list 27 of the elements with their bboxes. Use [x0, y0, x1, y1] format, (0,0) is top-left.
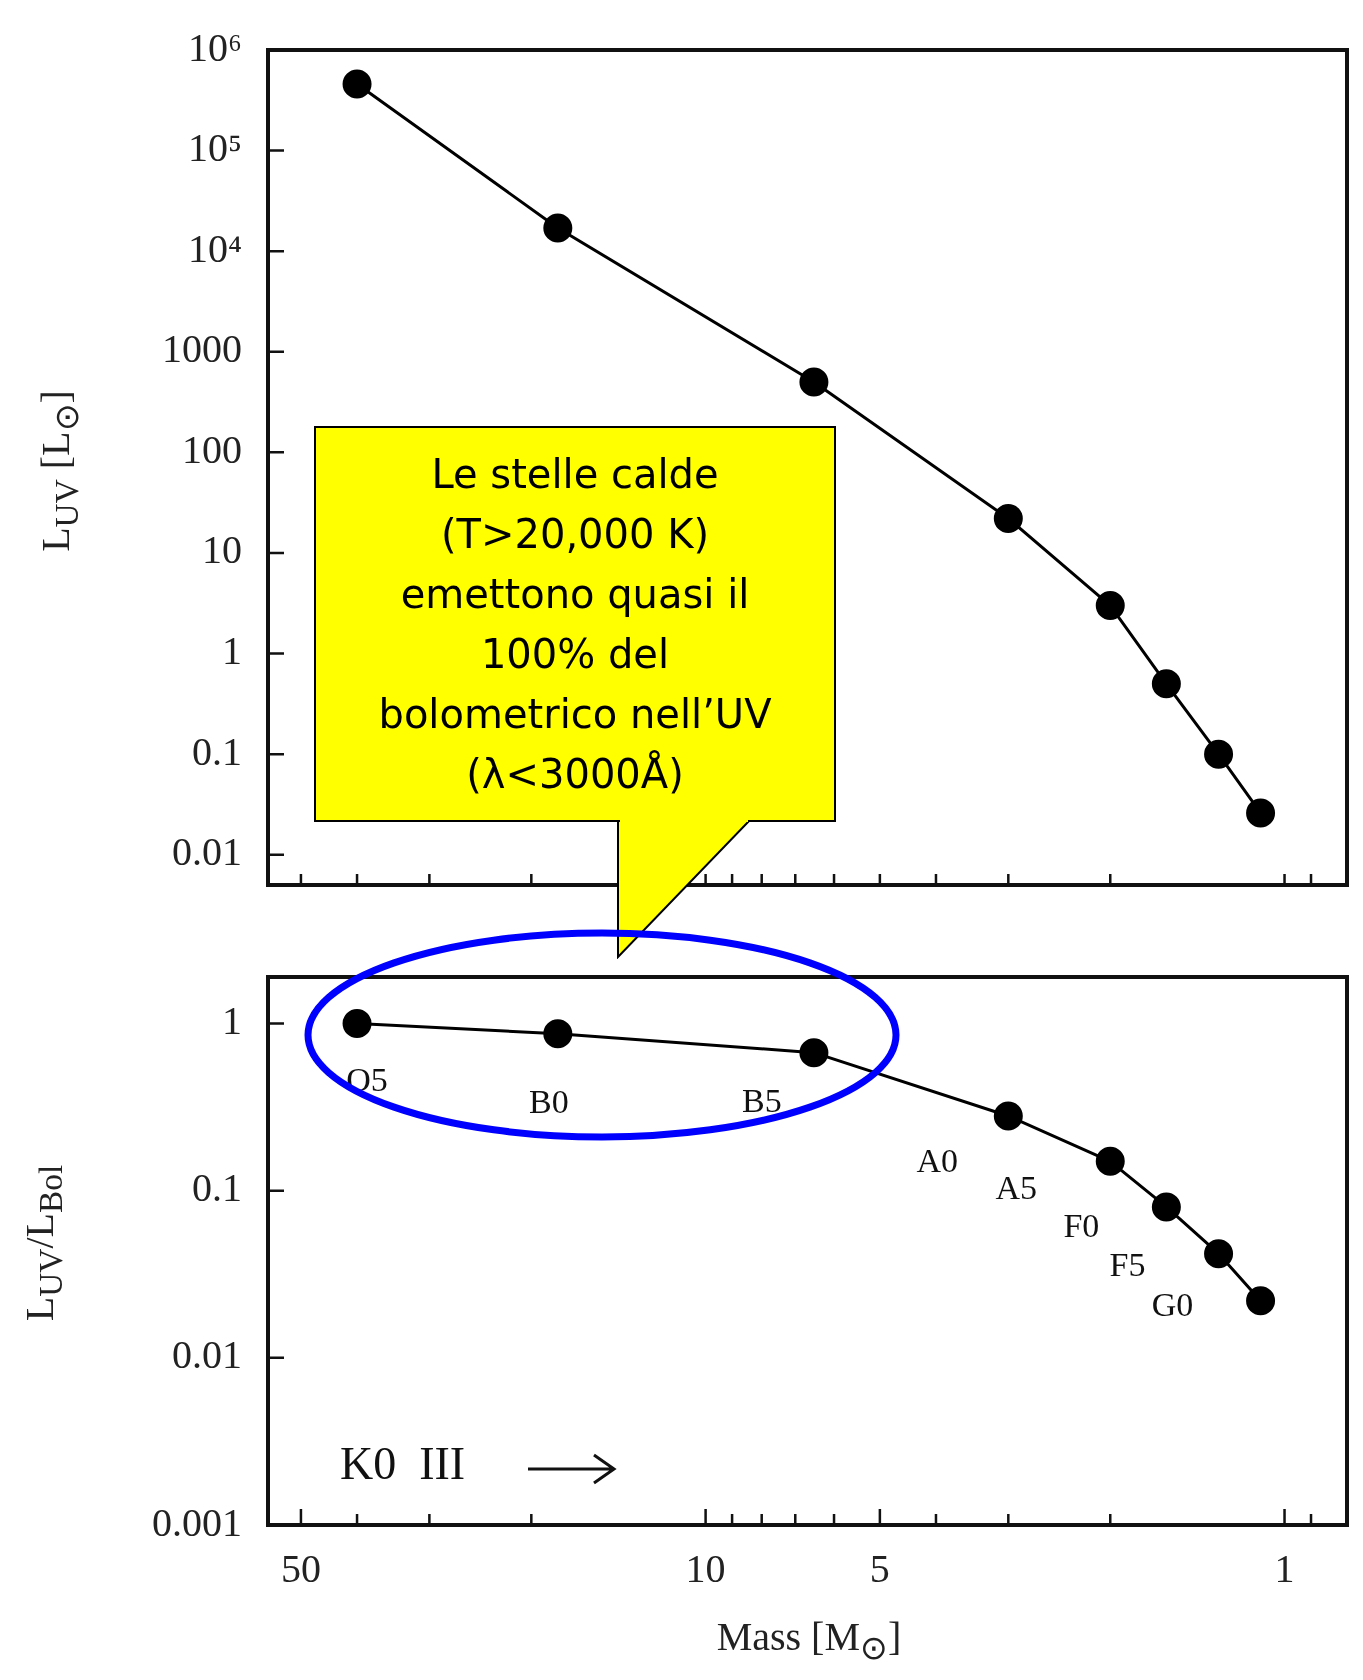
y-tick-label: 10: [202, 527, 242, 573]
annotation: A0: [916, 1141, 959, 1179]
x-tick-label: 1: [1274, 1545, 1295, 1591]
x-tick-label: 5: [869, 1545, 890, 1591]
y-tick-label: 10⁴: [188, 225, 242, 271]
annotation: K0 III: [340, 1438, 466, 1490]
y-tick-label: 1000: [162, 326, 242, 372]
annotation: B0: [528, 1082, 569, 1120]
y-tick-label: 0.1: [192, 1165, 242, 1211]
annotation: Le stelle calde (T>20,000 K) emettono quasi il 100% del bolometrico nell’UV (λ<3000Å): [314, 426, 836, 822]
annotation: F0: [1063, 1206, 1100, 1244]
x-axis-title: Mass [M$_{⊙}$]: [716, 1613, 902, 1667]
annotation: G0: [1151, 1285, 1194, 1323]
annotation: A5: [995, 1169, 1038, 1207]
annotation: B5: [742, 1081, 782, 1119]
y-tick-label: 0.01: [172, 829, 242, 875]
y-tick-label: 10⁶: [188, 24, 242, 70]
y-tick-label: 100: [182, 426, 242, 472]
y-tick-label: 0.001: [152, 1499, 242, 1545]
y-tick-label: 0.01: [172, 1332, 242, 1378]
y-tick-label: 1: [222, 628, 242, 674]
annotation: F5: [1109, 1245, 1146, 1283]
x-tick-label: 50: [280, 1545, 321, 1591]
y-tick-label: 0.1: [192, 728, 242, 774]
x-tick-label: 10: [685, 1545, 726, 1591]
y-tick-label: 10⁵: [188, 125, 242, 171]
y-tick-label: 1: [222, 998, 242, 1044]
